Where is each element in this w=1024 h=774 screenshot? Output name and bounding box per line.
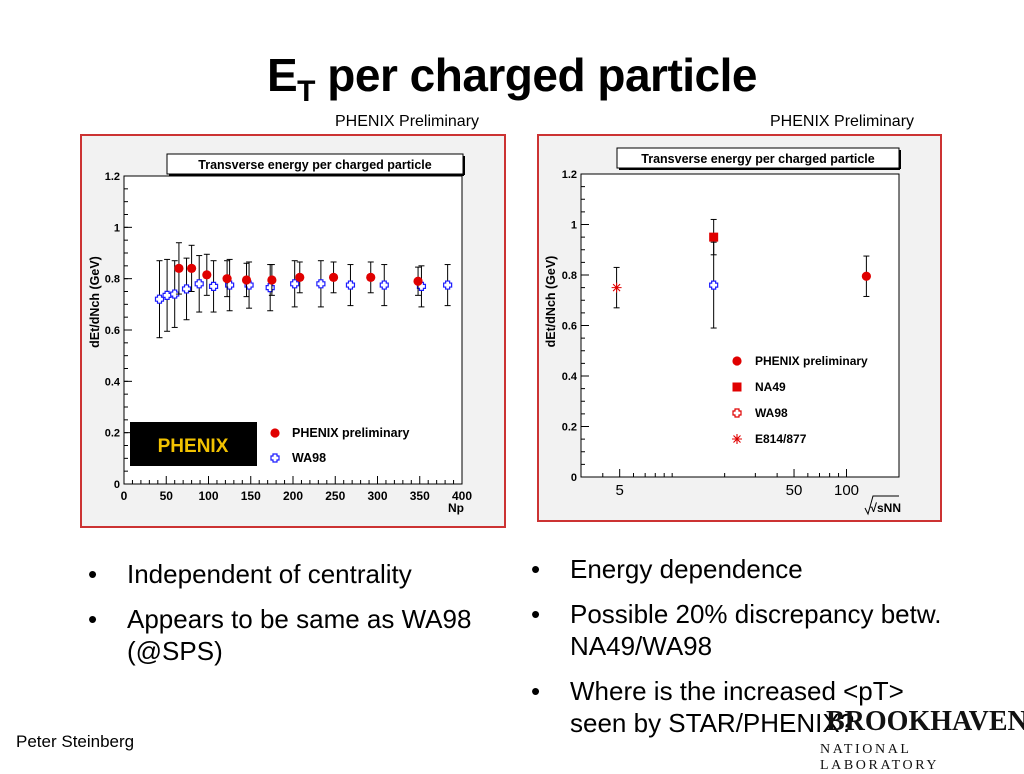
data-point bbox=[295, 272, 305, 282]
y-tick-label: 1.2 bbox=[105, 171, 120, 183]
x-tick-label: 50 bbox=[160, 489, 174, 503]
right-chart-panel: Transverse energy per charged particle 0 0… bbox=[537, 134, 942, 522]
legend-marker bbox=[732, 356, 742, 366]
data-point bbox=[187, 263, 197, 273]
x-tick-label: 50 bbox=[786, 482, 803, 499]
left-chart-panel: Transverse energy per charged particle 0 0… bbox=[80, 134, 506, 528]
data-point bbox=[241, 275, 252, 285]
x-axis-label: Np bbox=[448, 501, 464, 515]
plot-area bbox=[580, 173, 900, 478]
legend-marker bbox=[732, 408, 742, 418]
data-point bbox=[267, 275, 277, 285]
y-tick-label: 1 bbox=[114, 222, 120, 234]
y-tick-label: 0.8 bbox=[105, 274, 120, 286]
data-point bbox=[194, 279, 204, 289]
data-point bbox=[611, 282, 622, 293]
data-point bbox=[443, 280, 453, 290]
bullet-item: Where is the increased <pT> seen by STAR… bbox=[525, 675, 965, 740]
data-point bbox=[328, 272, 339, 282]
energy-chart: Transverse energy per charged particle 0 0… bbox=[544, 147, 901, 516]
data-point bbox=[154, 294, 165, 304]
data-point bbox=[316, 279, 326, 289]
x-tick-label: 100 bbox=[834, 482, 859, 499]
y-tick-label: 0.4 bbox=[105, 376, 121, 388]
bullet-item: Independent of centrality bbox=[82, 558, 482, 591]
data-point bbox=[413, 276, 423, 286]
left-bullet-list: Independent of centrality Appears to be … bbox=[82, 558, 482, 680]
logo-main-text: BROOKHAVEN bbox=[826, 706, 1024, 737]
data-point bbox=[202, 270, 212, 280]
legend-label: PHENIX preliminary bbox=[755, 354, 868, 368]
right-preliminary-label: PHENIX Preliminary bbox=[770, 113, 915, 130]
data-point bbox=[222, 274, 232, 284]
y-axis-label: dEt/dNch (GeV) bbox=[88, 256, 102, 348]
legend-marker-wa98 bbox=[270, 453, 280, 463]
x-tick-label: 350 bbox=[410, 489, 430, 503]
data-point bbox=[181, 284, 192, 294]
x-tick-label: 250 bbox=[325, 489, 345, 503]
bullet-item: Possible 20% discrepancy betw. NA49/WA98 bbox=[525, 598, 965, 663]
legend-label-wa98: WA98 bbox=[292, 451, 326, 465]
y-tick-label: 0.8 bbox=[562, 270, 577, 282]
bullet-item: Appears to be same as WA98 (@SPS) bbox=[82, 603, 482, 668]
brookhaven-logo: BROOKHAVEN NATIONAL LABORATORY bbox=[820, 706, 1024, 773]
x-tick-label: 200 bbox=[283, 489, 303, 503]
data-point bbox=[290, 279, 300, 289]
y-tick-label: 0 bbox=[114, 479, 120, 491]
legend-label: WA98 bbox=[755, 406, 788, 420]
chart-title: Transverse energy per charged particle bbox=[641, 152, 874, 166]
data-point bbox=[162, 290, 172, 300]
x-tick-label: 5 bbox=[616, 482, 624, 499]
y-tick-label: 1 bbox=[571, 220, 577, 232]
x-tick-label: 400 bbox=[452, 489, 472, 503]
y-tick-label: 0.6 bbox=[105, 325, 120, 337]
legend-marker bbox=[732, 382, 742, 392]
y-tick-label: 1.2 bbox=[562, 169, 577, 181]
x-axis-label: √sNN bbox=[870, 501, 901, 515]
bullet-item: Energy dependence bbox=[525, 553, 965, 586]
data-point bbox=[366, 272, 376, 282]
phenix-logo-box bbox=[130, 422, 257, 466]
x-tick-label: 150 bbox=[241, 489, 261, 503]
legend-label-phenix: PHENIX preliminary bbox=[292, 426, 409, 440]
data-point bbox=[861, 271, 871, 281]
y-tick-label: 0.2 bbox=[105, 428, 120, 440]
data-point bbox=[345, 280, 356, 290]
y-tick-label: 0.4 bbox=[562, 371, 578, 383]
data-point bbox=[208, 281, 219, 291]
phenix-logo-text: PHENIX bbox=[158, 436, 229, 457]
data-point bbox=[174, 263, 184, 273]
data-point bbox=[709, 280, 719, 290]
legend-label: NA49 bbox=[755, 380, 786, 394]
y-tick-label: 0.6 bbox=[562, 321, 577, 333]
data-point bbox=[379, 280, 389, 290]
data-point bbox=[709, 232, 719, 242]
legend-label: E814/877 bbox=[755, 432, 807, 446]
left-preliminary-label: PHENIX Preliminary bbox=[335, 113, 480, 130]
legend-marker bbox=[732, 434, 742, 444]
y-tick-label: 0 bbox=[571, 472, 577, 484]
x-tick-label: 0 bbox=[121, 489, 128, 503]
slide-title: ET per charged particle bbox=[266, 49, 758, 108]
author-name: Peter Steinberg bbox=[16, 732, 135, 751]
x-tick-label: 100 bbox=[198, 489, 218, 503]
legend-marker-phenix bbox=[270, 428, 280, 438]
chart-title: Transverse energy per charged particle bbox=[198, 158, 431, 172]
x-tick-label: 300 bbox=[367, 489, 387, 503]
data-point bbox=[170, 289, 180, 299]
sqrt-symbol bbox=[864, 495, 899, 516]
centrality-chart: Transverse energy per charged particle00… bbox=[88, 153, 472, 515]
logo-sub-text: NATIONAL LABORATORY bbox=[820, 742, 940, 773]
y-axis-label: dEt/dNch (GeV) bbox=[544, 256, 558, 348]
y-tick-label: 0.2 bbox=[562, 422, 577, 434]
right-bullet-list: Energy dependence Possible 20% discrepan… bbox=[525, 553, 965, 752]
